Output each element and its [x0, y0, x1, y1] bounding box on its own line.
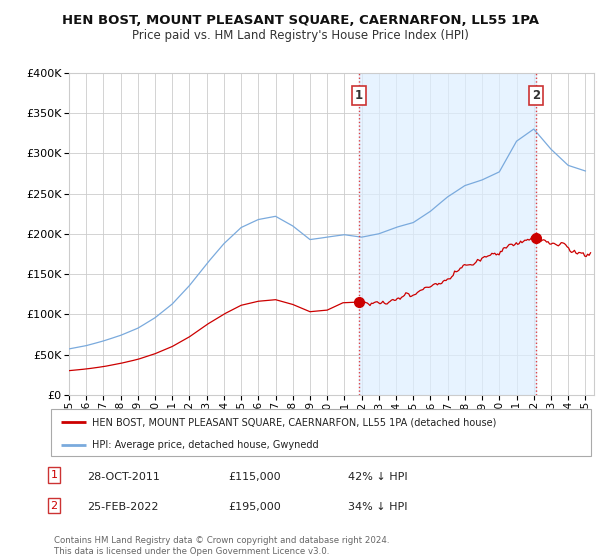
Text: Price paid vs. HM Land Registry's House Price Index (HPI): Price paid vs. HM Land Registry's House …: [131, 29, 469, 42]
Text: HEN BOST, MOUNT PLEASANT SQUARE, CAERNARFON, LL55 1PA (detached house): HEN BOST, MOUNT PLEASANT SQUARE, CAERNAR…: [91, 417, 496, 427]
Text: £195,000: £195,000: [228, 502, 281, 512]
Text: HPI: Average price, detached house, Gwynedd: HPI: Average price, detached house, Gwyn…: [91, 440, 318, 450]
Text: Contains HM Land Registry data © Crown copyright and database right 2024.
This d: Contains HM Land Registry data © Crown c…: [54, 536, 389, 556]
Text: HEN BOST, MOUNT PLEASANT SQUARE, CAERNARFON, LL55 1PA: HEN BOST, MOUNT PLEASANT SQUARE, CAERNAR…: [62, 14, 539, 27]
Text: 34% ↓ HPI: 34% ↓ HPI: [348, 502, 407, 512]
Text: 2: 2: [532, 89, 541, 102]
Text: 28-OCT-2011: 28-OCT-2011: [87, 472, 160, 482]
Bar: [359, 73, 536, 395]
Text: 1: 1: [355, 89, 362, 102]
Text: 1: 1: [50, 470, 58, 480]
Text: 25-FEB-2022: 25-FEB-2022: [87, 502, 158, 512]
Text: 42% ↓ HPI: 42% ↓ HPI: [348, 472, 407, 482]
Text: £115,000: £115,000: [228, 472, 281, 482]
Text: 2: 2: [50, 501, 58, 511]
